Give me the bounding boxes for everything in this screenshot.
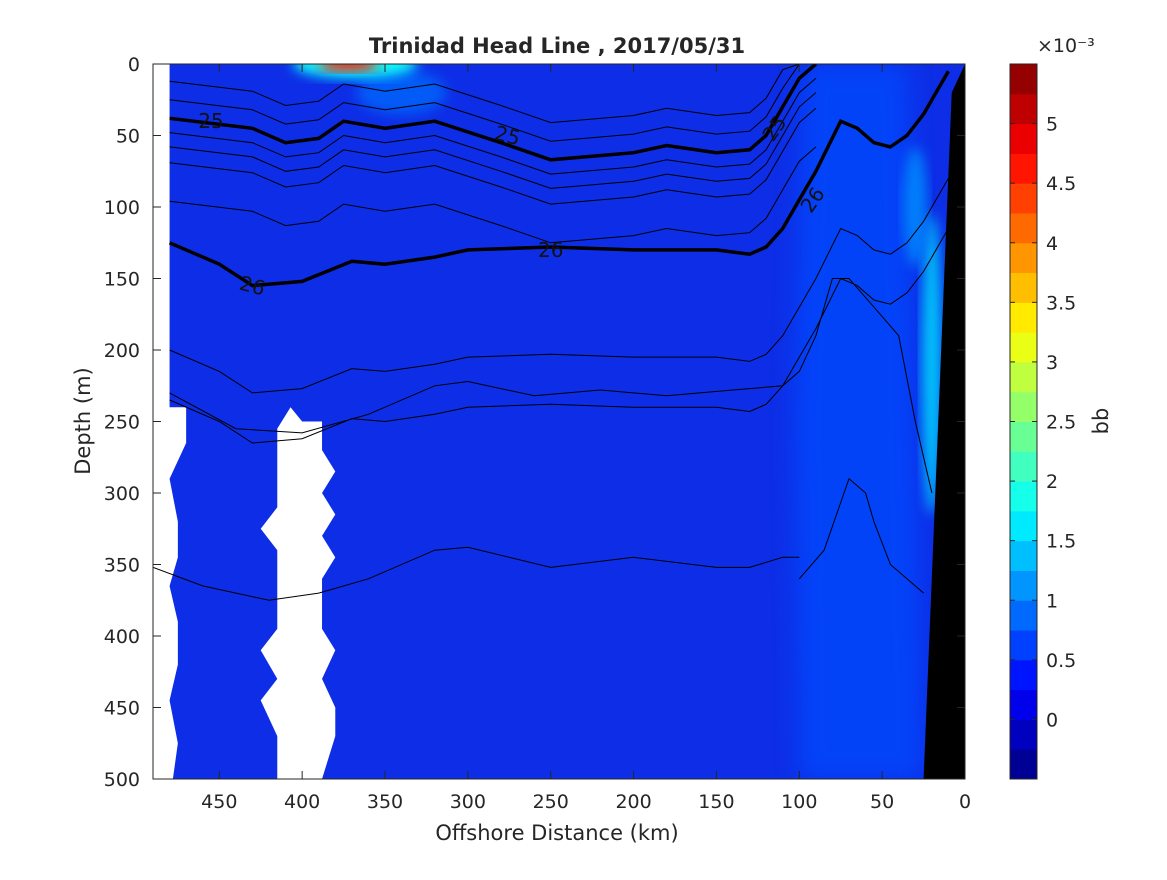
colorbar: 0 0.5 1 1.5 2 2.5 3 3.5 4 4.5 5 xyxy=(1009,63,1076,780)
missing-data xyxy=(153,64,336,779)
surface-halo xyxy=(356,70,447,115)
thin-contour xyxy=(169,228,949,444)
thin-contour xyxy=(169,178,949,394)
missing-data-middle xyxy=(260,407,336,779)
colorbar-step xyxy=(1010,510,1037,542)
colorbar-step xyxy=(1010,64,1037,95)
colorbar-tick-label: 4.5 xyxy=(1046,173,1076,195)
y-tick-label: 150 xyxy=(104,269,140,291)
x-tick-label: 0 xyxy=(959,791,971,813)
colorbar-tick-label: 1 xyxy=(1046,590,1058,612)
y-tick-label: 250 xyxy=(104,412,140,434)
colorbar-step xyxy=(1010,421,1037,452)
y-tick-label: 100 xyxy=(104,197,140,219)
colorbar-step xyxy=(1010,659,1037,691)
thin-contour xyxy=(169,64,816,142)
field-features xyxy=(293,64,942,779)
thin-contour xyxy=(169,92,817,189)
colorbar-tick-label: 3 xyxy=(1046,352,1058,374)
y-axis-label: Depth (m) xyxy=(71,367,95,474)
colorbar-step xyxy=(1010,570,1037,601)
thin-contour xyxy=(169,77,817,175)
colorbar-step xyxy=(1010,242,1037,274)
bold-contour-26 xyxy=(168,70,950,288)
y-axis: 0 50 100 150 200 250 300 350 400 450 500 xyxy=(104,54,965,791)
x-axis: 450 400 350 300 250 200 150 100 50 0 xyxy=(201,64,971,813)
colorbar-tick-label: 1.5 xyxy=(1046,531,1076,553)
thin-contour xyxy=(169,278,933,494)
x-tick-label: 250 xyxy=(533,791,569,813)
y-tick-label: 500 xyxy=(104,769,140,791)
bold-contour-25 xyxy=(169,64,818,162)
y-tick-label: 200 xyxy=(104,340,140,362)
colorbar-step xyxy=(1010,481,1037,512)
contour-label: 25 xyxy=(198,109,223,133)
bathymetry xyxy=(923,64,965,779)
x-tick-label: 150 xyxy=(698,791,734,813)
thin-contour xyxy=(169,146,817,244)
colorbar-tick-label: 3.5 xyxy=(1046,292,1076,314)
colorbar-step xyxy=(1010,361,1037,393)
nearshore-band xyxy=(794,64,924,779)
y-tick-label: 300 xyxy=(104,483,140,505)
thin-contour xyxy=(798,477,924,594)
colorbar-step xyxy=(1010,272,1037,303)
colorbar-step xyxy=(1010,123,1037,154)
x-axis-label: Offshore Distance (km) xyxy=(435,821,678,845)
y-tick-label: 50 xyxy=(116,126,140,148)
colorbar-tick-label: 2.5 xyxy=(1046,412,1076,434)
thin-contour xyxy=(169,64,816,124)
colorbar-tick-label: 0 xyxy=(1046,709,1058,731)
colorbar-exponent: ×10⁻³ xyxy=(1037,35,1095,57)
colorbar-step xyxy=(1010,630,1037,661)
nearshore-patch xyxy=(903,147,928,267)
colorbar-tick-label: 5 xyxy=(1046,114,1058,136)
colorbar-step xyxy=(1010,451,1037,482)
y-tick-label: 400 xyxy=(104,626,140,648)
thin-contour xyxy=(169,107,817,205)
colorbar-step xyxy=(1010,749,1037,780)
surface-patch-core xyxy=(318,64,379,71)
x-tick-label: 450 xyxy=(201,791,237,813)
x-tick-label: 300 xyxy=(450,791,486,813)
x-tick-label: 100 xyxy=(781,791,817,813)
y-tick-label: 450 xyxy=(104,698,140,720)
colorbar-step xyxy=(1010,391,1037,422)
x-tick-label: 200 xyxy=(615,791,651,813)
colorbar-step xyxy=(1010,540,1037,571)
colorbar-step xyxy=(1010,93,1037,125)
missing-data-left xyxy=(153,64,187,779)
colorbar-step xyxy=(1010,153,1037,184)
colorbar-label: bb xyxy=(1089,408,1113,435)
x-tick-label: 50 xyxy=(870,791,894,813)
y-tick-label: 0 xyxy=(128,54,140,76)
colorbar-step xyxy=(1010,719,1037,750)
colorbar-step xyxy=(1010,332,1037,363)
x-tick-label: 350 xyxy=(367,791,403,813)
x-tick-label: 400 xyxy=(284,791,320,813)
colorbar-step xyxy=(1010,212,1037,244)
colorbar-step xyxy=(1010,302,1037,333)
colorbar-tick-label: 0.5 xyxy=(1046,650,1076,672)
thin-contour xyxy=(153,546,800,601)
colorbar-tick-label: 2 xyxy=(1046,471,1058,493)
y-tick-label: 350 xyxy=(104,555,140,577)
colorbar-step xyxy=(1010,689,1037,720)
contour-label: 26 xyxy=(538,238,563,262)
colorbar-step xyxy=(1010,600,1037,631)
colorbar-tick-label: 4 xyxy=(1046,233,1058,255)
chart-title: Trinidad Head Line , 2017/05/31 xyxy=(369,34,745,58)
nearshore-max xyxy=(921,214,942,515)
colorbar-step xyxy=(1010,183,1037,214)
